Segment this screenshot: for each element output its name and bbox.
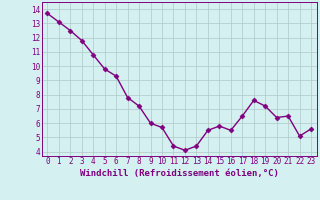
X-axis label: Windchill (Refroidissement éolien,°C): Windchill (Refroidissement éolien,°C) xyxy=(80,169,279,178)
